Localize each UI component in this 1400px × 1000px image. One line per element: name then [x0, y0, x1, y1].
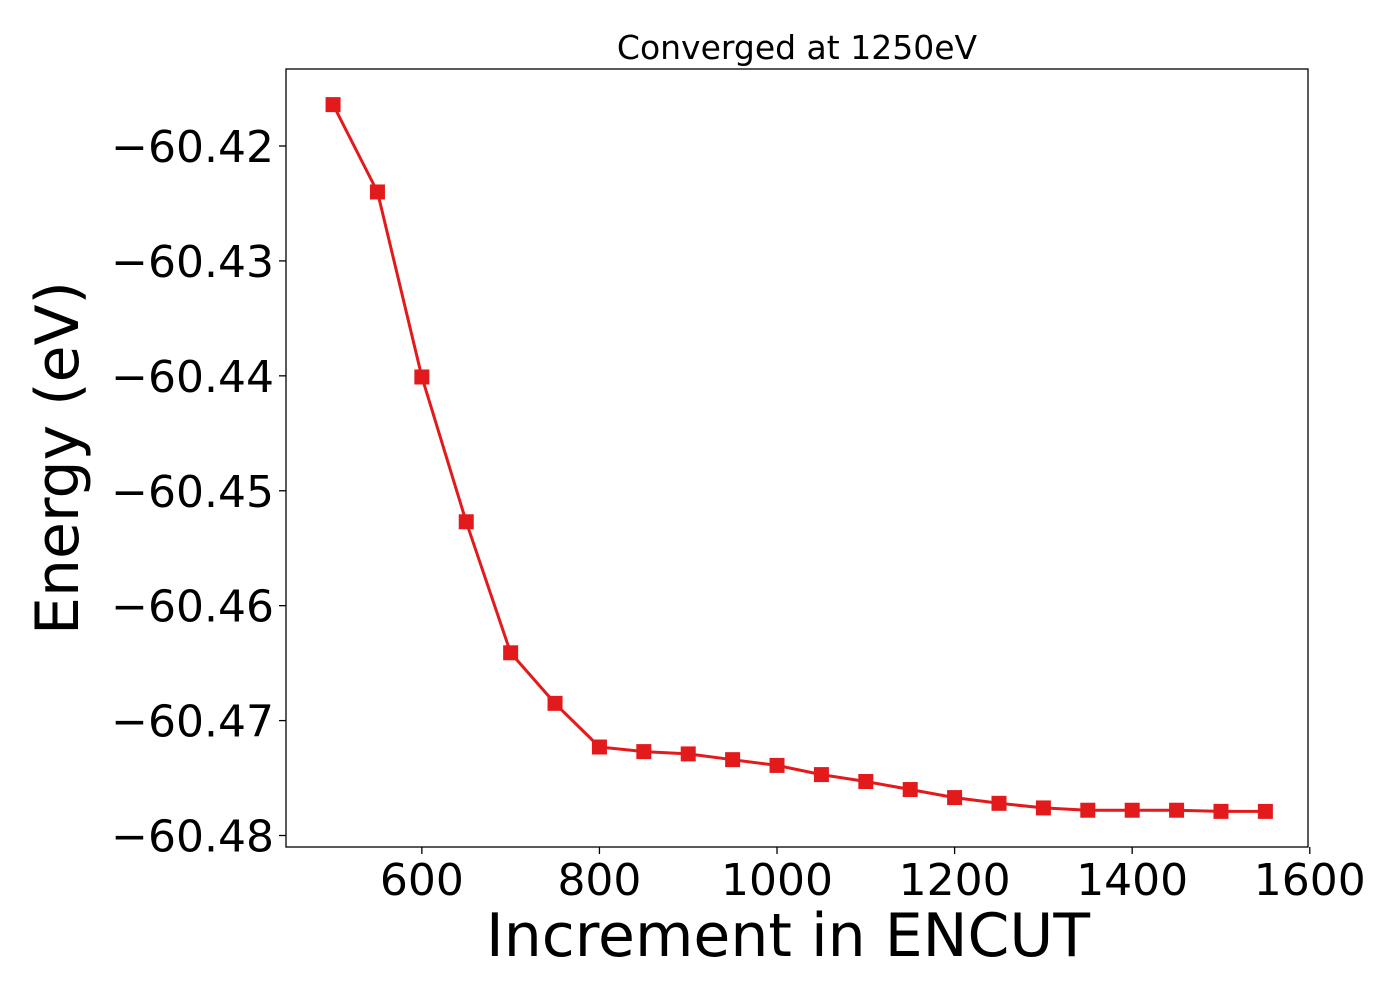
y-axis: −60.42 −60.43 −60.44 −60.45 −60.46 −60.47 −60.…	[111, 122, 286, 863]
x-axis-title: Increment in ENCUT	[486, 901, 1090, 971]
data-point-marker	[1169, 802, 1185, 818]
data-point-marker	[991, 795, 1007, 811]
data-point-marker	[369, 184, 385, 200]
data-point-marker	[1035, 800, 1051, 816]
data-point-marker	[1124, 802, 1140, 818]
data-point-marker	[325, 97, 341, 113]
x-tick-label: 1000	[721, 855, 833, 906]
data-point-marker	[636, 744, 652, 760]
y-tick-label: −60.48	[111, 812, 274, 863]
data-point-marker	[902, 782, 918, 798]
chart-title: Converged at 1250eV	[617, 28, 978, 67]
x-axis: 600 800 1000 1200 1400 1600	[380, 847, 1366, 906]
y-tick-label: −60.45	[111, 467, 274, 518]
data-point-marker	[1080, 802, 1096, 818]
data-point-marker	[591, 739, 607, 755]
series-layer	[325, 97, 1273, 819]
data-point-marker	[858, 773, 874, 789]
y-tick-label: −60.43	[111, 237, 274, 288]
data-point-marker	[813, 767, 829, 783]
data-point-marker	[458, 514, 474, 530]
x-tick-label: 1200	[899, 855, 1011, 906]
y-tick-label: −60.44	[111, 352, 274, 403]
data-point-marker	[1213, 803, 1229, 819]
x-tick-label: 600	[380, 855, 464, 906]
axes-frame	[285, 68, 1309, 848]
y-tick-label: −60.42	[111, 122, 274, 173]
data-point-marker	[769, 757, 785, 773]
data-point-marker	[503, 645, 519, 661]
x-tick-label: 1400	[1076, 855, 1188, 906]
data-point-marker	[947, 790, 963, 806]
y-tick-label: −60.47	[111, 697, 274, 748]
data-point-marker	[547, 695, 563, 711]
data-point-marker	[725, 752, 741, 768]
data-point-marker	[680, 746, 696, 762]
y-tick-label: −60.46	[111, 582, 274, 633]
series-line	[331, 103, 1266, 813]
data-point-marker	[414, 369, 430, 385]
data-point-marker	[1257, 803, 1273, 819]
plot-area	[285, 68, 1309, 848]
x-tick-label: 1600	[1254, 855, 1366, 906]
y-axis-title: Energy (eV)	[23, 281, 93, 635]
x-tick-label: 800	[557, 855, 641, 906]
